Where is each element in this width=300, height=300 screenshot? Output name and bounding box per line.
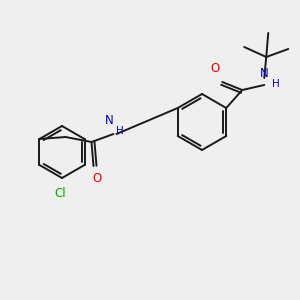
Text: H: H bbox=[272, 79, 280, 89]
Text: N: N bbox=[260, 67, 268, 80]
Text: H: H bbox=[116, 126, 124, 136]
Text: N: N bbox=[105, 114, 114, 127]
Text: Cl: Cl bbox=[54, 187, 66, 200]
Text: O: O bbox=[210, 62, 219, 75]
Text: O: O bbox=[93, 172, 102, 185]
